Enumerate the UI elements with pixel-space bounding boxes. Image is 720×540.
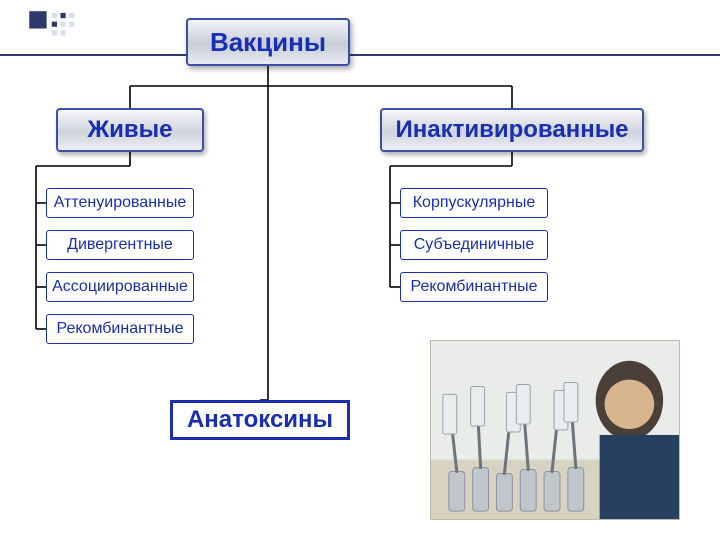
leaf-inact-2: Рекомбинантные <box>400 272 548 302</box>
leaf-live-2-label: Ассоциированные <box>52 278 188 296</box>
branch-live-label: Живые <box>87 116 172 144</box>
branch-live: Живые <box>56 108 204 152</box>
leaf-live-3: Рекомбинантные <box>46 314 194 344</box>
root-label: Вакцины <box>210 27 326 58</box>
anatoxins-node: Анатоксины <box>170 400 350 440</box>
leaf-inact-2-label: Рекомбинантные <box>411 278 538 296</box>
leaf-live-0-label: Аттенуированные <box>54 194 187 212</box>
branch-inact-label: Инактивированные <box>395 116 628 144</box>
anatoxins-label: Анатоксины <box>187 406 333 434</box>
leaf-inact-1: Субъединичные <box>400 230 548 260</box>
leaf-live-0: Аттенуированные <box>46 188 194 218</box>
leaf-inact-1-label: Субъединичные <box>414 236 535 254</box>
diagram-canvas: Вакцины Живые Инактивированные Аттенуиро… <box>0 0 720 540</box>
leaf-live-2: Ассоциированные <box>46 272 194 302</box>
leaf-live-1: Дивергентные <box>46 230 194 260</box>
leaf-inact-0-label: Корпускулярные <box>413 194 536 212</box>
branch-inactivated: Инактивированные <box>380 108 644 152</box>
leaf-live-1-label: Дивергентные <box>67 236 173 254</box>
root-node: Вакцины <box>186 18 350 66</box>
leaf-inact-0: Корпускулярные <box>400 188 548 218</box>
photo-placeholder <box>430 340 680 520</box>
template-decor <box>10 6 130 58</box>
leaf-live-3-label: Рекомбинантные <box>57 320 184 338</box>
